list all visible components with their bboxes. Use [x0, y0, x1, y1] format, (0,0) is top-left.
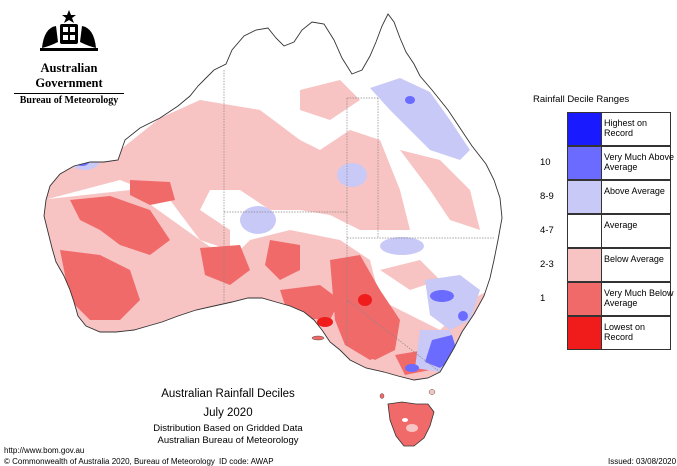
map-description: Distribution Based on Gridded Data [153, 423, 303, 434]
legend-swatch [568, 147, 602, 179]
flinders-island [428, 389, 436, 395]
legend-label: Very Much Below Average [604, 288, 674, 308]
map-title: Australian Rainfall Deciles [161, 388, 295, 400]
legend-row-6 [567, 316, 671, 350]
tasmania [387, 401, 435, 447]
legend-title: Rainfall Decile Ranges [533, 94, 630, 105]
legend-key: 10 [540, 157, 551, 168]
state-borders [223, 70, 494, 373]
legend-row-2 [567, 180, 671, 214]
kangaroo-island [311, 335, 325, 341]
legend-swatch [568, 249, 602, 281]
legend-row-5 [567, 282, 671, 316]
government-title: Australian Government [35, 61, 103, 90]
very-much-below-average-region [60, 180, 430, 375]
footer-issued: Issued: 03/08/2020 [608, 457, 677, 466]
coat-of-arms-icon [40, 10, 98, 51]
government-branding: Australian Government Bureau of Meteorol… [8, 8, 130, 106]
map-source: Australian Bureau of Meteorology [157, 435, 299, 446]
footer-copyright: © Commonwealth of Australia 2020, Bureau… [4, 457, 215, 466]
bureau-title: Bureau of Meteorology [19, 95, 119, 106]
footer-id-code: ID code: AWAP [219, 457, 274, 466]
legend-key: 1 [540, 293, 546, 304]
legend-row-3 [567, 214, 671, 248]
legend-row-0 [567, 112, 671, 146]
king-island [379, 393, 385, 399]
footer-url[interactable]: http://www.bom.gov.au [4, 446, 85, 455]
legend-swatch [568, 215, 602, 247]
legend-swatch [568, 317, 602, 349]
legend-label: Lowest on Record [604, 322, 646, 342]
legend-label: Above Average [604, 186, 665, 196]
legend-label: Below Average [604, 254, 664, 264]
legend-label: Highest on Record [604, 118, 648, 138]
legend-swatch [568, 113, 602, 145]
legend-swatch [568, 181, 602, 213]
map-period: July 2020 [203, 407, 253, 419]
legend-label: Average [604, 220, 638, 230]
legend-row-1 [567, 146, 671, 180]
legend-key: 2-3 [540, 259, 554, 270]
branding-divider [14, 93, 124, 94]
tasmania-white-patch [402, 418, 408, 422]
legend-label: Very Much Above Average [604, 152, 675, 172]
legend-row-4 [567, 248, 671, 282]
legend-key: 4-7 [540, 225, 554, 236]
legend-key: 8-9 [540, 191, 554, 202]
tasmania-pink-patch [406, 424, 418, 432]
legend-swatch [568, 283, 602, 315]
